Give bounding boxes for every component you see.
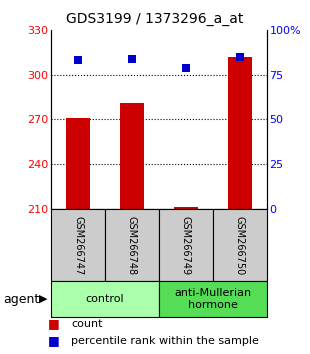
- Bar: [105, 209, 159, 281]
- Bar: [174, 207, 198, 209]
- Point: [130, 56, 135, 62]
- Bar: [120, 103, 144, 209]
- Text: percentile rank within the sample: percentile rank within the sample: [71, 336, 259, 346]
- Bar: [51, 209, 105, 281]
- Text: GSM266748: GSM266748: [127, 216, 137, 275]
- Point: [237, 54, 242, 60]
- Text: ■: ■: [48, 335, 60, 347]
- Bar: [66, 118, 90, 209]
- Text: GDS3199 / 1373296_a_at: GDS3199 / 1373296_a_at: [66, 12, 244, 27]
- Text: ■: ■: [48, 318, 60, 330]
- Text: ▶: ▶: [39, 294, 48, 304]
- Point: [76, 58, 81, 63]
- Text: GSM266750: GSM266750: [235, 216, 245, 275]
- Bar: [159, 209, 213, 281]
- Point: [183, 65, 188, 70]
- Bar: [159, 281, 267, 317]
- Text: GSM266747: GSM266747: [73, 216, 83, 275]
- Text: count: count: [71, 319, 103, 329]
- Bar: [51, 281, 159, 317]
- Text: anti-Mullerian
hormone: anti-Mullerian hormone: [174, 288, 251, 310]
- Bar: [228, 57, 252, 209]
- Text: agent: agent: [3, 293, 39, 306]
- Bar: [213, 209, 267, 281]
- Text: GSM266749: GSM266749: [181, 216, 191, 275]
- Text: control: control: [86, 294, 124, 304]
